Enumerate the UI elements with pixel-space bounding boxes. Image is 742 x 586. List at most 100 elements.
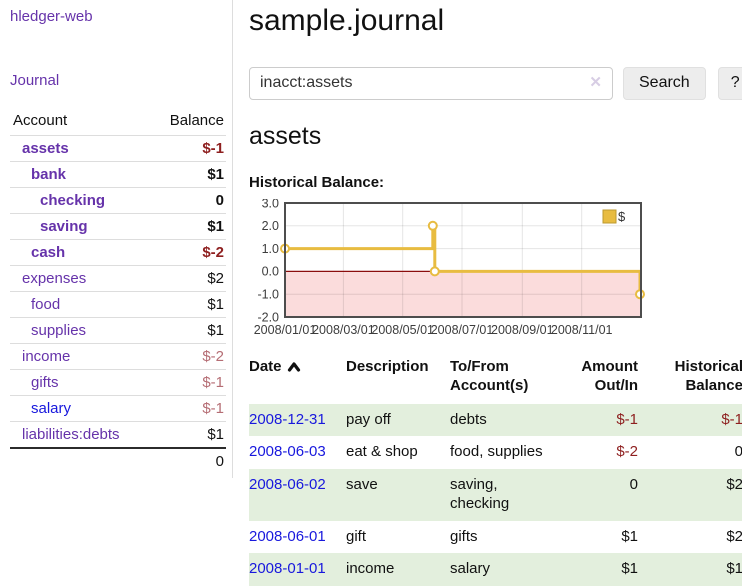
register-cell-accounts: food, supplies [450, 443, 543, 460]
register-cell-accounts: gifts [450, 527, 478, 545]
register-cell-accounts: salary [450, 560, 491, 577]
register-cell-amount: $1 [621, 527, 638, 545]
account-balance: $2 [207, 270, 224, 287]
svg-text:2.0: 2.0 [262, 219, 279, 233]
sidebar-account-row: food $1 [10, 291, 226, 317]
register-row: 2008-06-02 save saving, checking 0 $2 [249, 468, 742, 521]
register-col-description: Description [346, 357, 429, 375]
svg-text:-1.0: -1.0 [257, 287, 279, 301]
accounts-total-row: 0 [10, 447, 226, 474]
main-content: sample.journal ✕ Search ? assets Histori… [233, 0, 742, 586]
register-cell-description: gift [346, 527, 367, 545]
svg-text:2008/09/01: 2008/09/01 [491, 323, 554, 337]
sidebar-account-row: saving $1 [10, 213, 226, 239]
accounts-table: Account Balance assets $-1 bank $1 checking 0… [10, 109, 226, 474]
register-col-date[interactable]: Date [249, 357, 346, 404]
account-balance: $-2 [202, 244, 224, 261]
account-balance: $1 [207, 426, 224, 443]
register-header-row: Date Description To/From Account(s) Amou… [249, 357, 742, 404]
clear-search-icon[interactable]: ✕ [589, 73, 602, 91]
register-cell-amount: $-1 [616, 410, 638, 428]
page-title: sample.journal [249, 4, 445, 37]
account-balance: $1 [207, 166, 224, 183]
chart-title: Historical Balance: [249, 173, 385, 191]
account-balance: $-2 [202, 348, 224, 365]
sidebar-account-row: expenses $2 [10, 265, 226, 291]
register-cell-date: 2008-06-02 [249, 469, 346, 521]
svg-text:2008/07/01: 2008/07/01 [431, 323, 494, 337]
sidebar-account-row: checking 0 [10, 187, 226, 213]
register-cell-amount: $1 [621, 560, 638, 577]
account-link[interactable]: food [31, 296, 61, 313]
transaction-date-link[interactable]: 2008-01-01 [249, 560, 326, 577]
transaction-date-link[interactable]: 2008-12-31 [249, 410, 326, 428]
transaction-date-link[interactable]: 2008-06-01 [249, 527, 326, 545]
accounts-total-value: 0 [215, 453, 224, 470]
account-link[interactable]: supplies [31, 322, 87, 339]
sidebar: hledger-web Journal Account Balance asse… [0, 0, 233, 478]
account-balance: 0 [215, 192, 224, 209]
help-button[interactable]: ? [717, 66, 742, 100]
sidebar-account-row: cash $-2 [10, 239, 226, 265]
svg-text:2008/05/01: 2008/05/01 [371, 323, 434, 337]
transaction-date-link[interactable]: 2008-06-02 [249, 475, 326, 493]
account-column-header: Account [13, 112, 68, 129]
register-cell-date: 2008-01-01 [249, 553, 346, 586]
svg-text:$: $ [618, 209, 626, 224]
account-link[interactable]: cash [31, 244, 66, 261]
register-row: 2008-06-01 gift gifts $1 $2 [249, 521, 742, 554]
sidebar-account-row: liabilities:debts $1 [10, 421, 226, 447]
search-button[interactable]: Search [623, 66, 706, 100]
register-col-amount: Amount Out/In [581, 357, 638, 395]
sidebar-account-row: assets $-1 [10, 135, 226, 161]
sidebar-account-row: salary $-1 [10, 395, 226, 421]
register-cell-description: save [346, 475, 378, 493]
svg-text:2008/11/01: 2008/11/01 [551, 323, 613, 337]
account-link[interactable]: saving [40, 218, 88, 235]
register-col-accounts: To/From Account(s) [450, 357, 529, 395]
sidebar-account-row: bank $1 [10, 161, 226, 187]
account-heading: assets [249, 121, 322, 150]
register-cell-accounts: saving, checking [450, 475, 510, 513]
register-cell-balance: $-1 [721, 410, 742, 428]
register-cell-date: 2008-06-03 [249, 436, 346, 469]
sidebar-account-row: supplies $1 [10, 317, 226, 343]
sidebar-account-row: income $-2 [10, 343, 226, 369]
account-balance: $1 [207, 218, 224, 235]
historical-balance-chart: $3.0 2.0 1.0 0.0 -1.0 -2.0 2008/01/01 2008/03/0… [249, 196, 742, 339]
svg-text:1.0: 1.0 [262, 241, 279, 255]
account-balance: $1 [207, 322, 224, 339]
sort-ascending-icon [287, 361, 300, 372]
register-row: 2008-06-03 eat & shop food, supplies $-2 0 [249, 436, 742, 469]
account-link[interactable]: checking [40, 192, 106, 209]
account-link[interactable]: bank [31, 166, 67, 183]
svg-text:2008/01/01: 2008/01/01 [254, 323, 317, 337]
register-cell-balance: 0 [734, 443, 742, 460]
account-link[interactable]: gifts [31, 374, 59, 391]
balance-column-header: Balance [169, 112, 224, 129]
register-cell-amount: 0 [629, 475, 638, 493]
register-col-balance: Historical Balance [674, 357, 742, 395]
svg-text:2008/03/01: 2008/03/01 [312, 323, 375, 337]
account-link[interactable]: expenses [22, 270, 87, 287]
transaction-date-link[interactable]: 2008-06-03 [249, 443, 326, 460]
sidebar-item-journal[interactable]: Journal [10, 72, 60, 89]
account-balance: $-1 [202, 400, 224, 417]
register-cell-balance: $1 [726, 560, 742, 577]
register-cell-date: 2008-12-31 [249, 404, 346, 437]
account-link[interactable]: salary [31, 400, 72, 417]
register-cell-amount: $-2 [616, 443, 638, 460]
app-title-link[interactable]: hledger-web [10, 8, 93, 25]
account-balance: $-1 [202, 374, 224, 391]
sidebar-account-row: gifts $-1 [10, 369, 226, 395]
register-row: 2008-12-31 pay off debts $-1 $-1 [249, 403, 742, 437]
register-cell-description: pay off [346, 410, 391, 428]
register-cell-balance: $2 [726, 527, 742, 545]
account-balance: $1 [207, 296, 224, 313]
account-link[interactable]: liabilities:debts [22, 426, 120, 443]
search-input[interactable] [249, 66, 613, 100]
account-link[interactable]: income [22, 348, 71, 365]
accounts-table-header: Account Balance [10, 109, 226, 135]
svg-text:0.0: 0.0 [262, 264, 279, 278]
account-link[interactable]: assets [22, 140, 69, 157]
